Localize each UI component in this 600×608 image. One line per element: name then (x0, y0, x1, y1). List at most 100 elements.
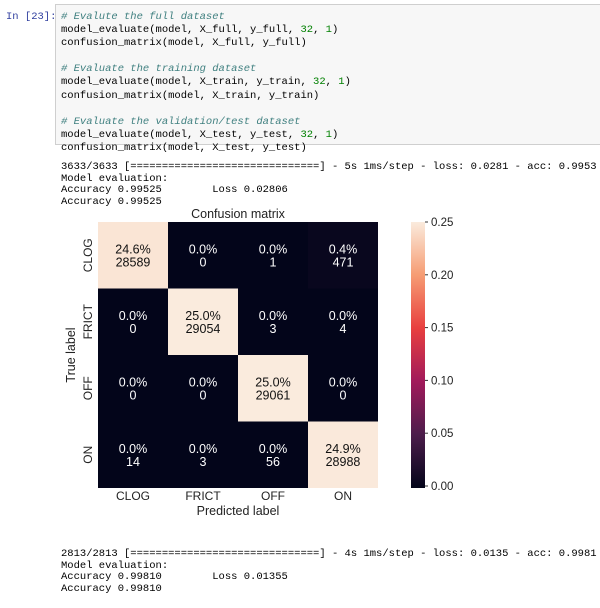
heatmap-cell (168, 355, 238, 422)
heatmap-cell (98, 288, 168, 355)
cell-count-label: 56 (266, 455, 280, 469)
heatmap-cell (238, 421, 308, 488)
colorbar-tick-label: 0.00 (431, 481, 453, 493)
y-axis-label: True label (64, 327, 78, 382)
cell-count-label: 1 (270, 255, 277, 269)
heatmap-cell (98, 222, 168, 289)
cell-percent-label: 0.4% (329, 242, 358, 256)
code-text: confusion_matrix(model, X_full, y_full) (61, 37, 307, 50)
cell-count-label: 4 (340, 322, 347, 336)
code-line: model_evaluate(model, X_full, y_full, 32… (61, 24, 351, 37)
heatmap-cell (168, 222, 238, 289)
code-line: # Evaluate the validation/test dataset (61, 116, 351, 129)
code-text: , (313, 128, 326, 141)
cell-count-label: 3 (200, 455, 207, 469)
cell-count-label: 0 (200, 388, 207, 402)
heatmap-cell (238, 355, 308, 422)
output-1: 3633/3633 [=============================… (61, 150, 597, 221)
code-text: model_evaluate(model, X_full, y_full, (61, 24, 301, 37)
heatmap-cell (238, 222, 308, 289)
code-line: confusion_matrix(model, X_test, y_test) (61, 142, 351, 155)
y-tick-label: OFF (81, 376, 95, 400)
y-tick-label: CLOG (81, 238, 95, 272)
y-tick-label: FRICT (81, 303, 95, 339)
cell-percent-label: 25.0% (185, 309, 220, 323)
code-line: # Evaluate the training dataset (61, 63, 351, 76)
cell-prompt: In [23]: (6, 11, 57, 23)
cell-percent-label: 0.0% (119, 309, 148, 323)
cell-percent-label: 24.9% (325, 442, 360, 456)
x-tick-label: CLOG (116, 489, 150, 503)
code-line: model_evaluate(model, X_train, y_train, … (61, 76, 351, 89)
code-text: model_evaluate(model, X_train, y_train, (61, 76, 314, 89)
code-text: model_evaluate(model, X_test, y_test, (61, 128, 301, 141)
heatmap-cell (168, 421, 238, 488)
colorbar-tick-label: 0.20 (431, 270, 453, 282)
cell-percent-label: 0.0% (329, 375, 358, 389)
cell-count-label: 28589 (116, 255, 151, 269)
cell-percent-label: 0.0% (189, 442, 218, 456)
cell-count-label: 0 (130, 322, 137, 336)
cell-percent-label: 0.0% (189, 375, 218, 389)
cell-percent-label: 24.6% (115, 242, 150, 256)
cell-count-label: 3 (270, 322, 277, 336)
cell-count-label: 471 (333, 255, 354, 269)
code-text: ) (331, 24, 339, 37)
x-tick-label: ON (334, 489, 352, 503)
code-text: 1 (325, 128, 332, 141)
output-2: 2813/2813 [=============================… (61, 537, 597, 608)
code-text: 32 (300, 128, 314, 141)
chart-title: Confusion matrix (191, 207, 286, 221)
progress-line: 2813/2813 [=============================… (61, 547, 597, 560)
colorbar-tick-label: 0.05 (431, 428, 453, 440)
cell-percent-label: 0.0% (259, 242, 288, 256)
cell-percent-label: 0.0% (329, 309, 358, 323)
code-editor[interactable]: # Evalute the full dataset model_evaluate… (61, 11, 351, 155)
cell-count-label: 0 (340, 388, 347, 402)
x-tick-label: FRICT (185, 489, 221, 503)
cell-count-label: 29054 (186, 322, 221, 336)
colorbar-tick-label: 0.10 (431, 375, 453, 387)
colorbar (411, 222, 425, 488)
code-text: ) (344, 76, 351, 89)
accuracy-line: Accuracy 0.99525 (61, 196, 162, 209)
code-comment: # Evaluate the training dataset (61, 63, 257, 76)
eval-header: Model evaluation: (61, 559, 169, 572)
accuracy-loss-line: Accuracy 0.99525 Loss 0.02806 (61, 184, 288, 197)
accuracy-line: Accuracy 0.99810 (61, 583, 162, 596)
colorbar-tick-label: 0.15 (431, 323, 453, 335)
code-text: , (313, 24, 326, 37)
cell-count-label: 0 (200, 255, 207, 269)
cell-percent-label: 0.0% (259, 309, 288, 323)
code-comment: # Evalute the full dataset (61, 11, 225, 23)
cell-percent-label: 0.0% (189, 242, 218, 256)
code-text: 32 (313, 76, 326, 89)
x-tick-label: OFF (261, 489, 285, 503)
heatmap-cell (98, 355, 168, 422)
cell-count-label: 29061 (256, 388, 291, 402)
code-line: confusion_matrix(model, X_full, y_full) (61, 37, 351, 50)
eval-header: Model evaluation: (61, 172, 169, 185)
x-axis-label: Predicted label (197, 504, 280, 518)
code-text: confusion_matrix(model, X_test, y_test) (61, 141, 307, 154)
code-cell[interactable] (55, 4, 600, 145)
colorbar-tick-label: 0.25 (431, 217, 453, 229)
cell-percent-label: 0.0% (119, 375, 148, 389)
code-text: confusion_matrix(model, X_train, y_train… (61, 89, 320, 102)
heatmap-cell (238, 288, 308, 355)
code-text: 1 (338, 76, 345, 89)
progress-line: 3633/3633 [=============================… (61, 160, 597, 173)
heatmap-cell (168, 288, 238, 355)
code-line: model_evaluate(model, X_test, y_test, 32… (61, 129, 351, 142)
code-text: 1 (325, 24, 332, 37)
accuracy-loss-line: Accuracy 0.99810 Loss 0.01355 (61, 571, 288, 584)
cell-count-label: 14 (126, 455, 140, 469)
heatmap-cell (98, 421, 168, 488)
heatmap-cell (308, 355, 378, 422)
code-line: confusion_matrix(model, X_train, y_train… (61, 90, 351, 103)
confusion-matrix-heatmap: Confusion matrix Predicted label True la… (64, 207, 453, 518)
code-text: , (325, 76, 339, 89)
heatmap-cell (308, 421, 378, 488)
code-comment: # Evaluate the validation/test dataset (61, 115, 301, 128)
heatmap-cell (308, 288, 378, 355)
